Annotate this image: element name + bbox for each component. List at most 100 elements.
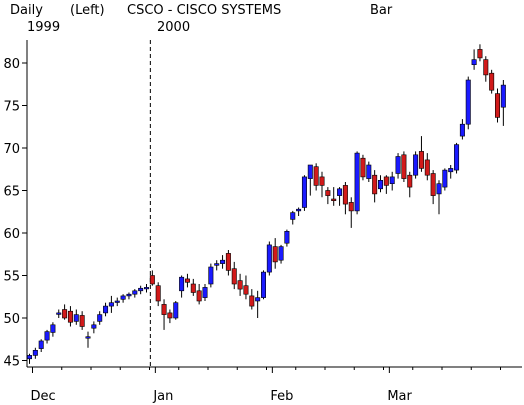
candle — [494, 88, 500, 123]
y-tick-label: 70 — [3, 142, 20, 157]
candle-body — [132, 290, 138, 295]
candle-body — [307, 164, 313, 179]
candle-body — [161, 304, 167, 315]
candle-body — [413, 154, 419, 176]
candle-body — [278, 246, 284, 261]
x-tick-label: Dec — [31, 389, 56, 404]
candle-body — [401, 154, 407, 179]
candle — [424, 153, 430, 181]
candle-body — [319, 176, 325, 186]
scale-label: (Left) — [70, 3, 105, 18]
candle-body — [471, 59, 477, 65]
candle — [220, 255, 226, 269]
period-label: Daily — [10, 3, 43, 18]
candle-body — [56, 312, 62, 315]
candle-body — [138, 287, 144, 292]
x-tick-label: Jan — [152, 389, 173, 404]
candle-body — [237, 280, 243, 290]
candle-body — [325, 190, 331, 196]
candle-body — [225, 253, 231, 271]
candle — [337, 187, 343, 206]
candle-body — [266, 244, 272, 273]
candle-body — [348, 202, 354, 212]
candle — [179, 275, 185, 298]
candle-body — [62, 309, 68, 319]
candle-body — [301, 176, 307, 208]
candle — [202, 284, 208, 301]
candle — [50, 322, 56, 337]
candle — [44, 329, 50, 344]
candle — [489, 69, 495, 94]
candle — [354, 151, 360, 215]
candle-body — [220, 259, 226, 264]
candle — [477, 44, 483, 62]
candle — [184, 273, 190, 288]
x-tick-label: Feb — [270, 389, 293, 404]
candle — [407, 171, 413, 198]
symbol-title: CSCO - CISCO SYSTEMS — [127, 3, 281, 18]
candle-body — [424, 159, 430, 176]
candle — [167, 309, 173, 324]
candle — [395, 153, 401, 179]
candle — [173, 301, 179, 320]
candle — [272, 238, 278, 269]
candle — [132, 289, 138, 298]
candle-body — [243, 285, 249, 295]
y-tick-label: 75 — [3, 100, 20, 115]
candles — [26, 44, 506, 364]
candle-body — [448, 168, 454, 173]
candle-body — [377, 180, 383, 190]
candle-body — [430, 173, 436, 196]
candle-body — [108, 302, 114, 307]
candle-body — [120, 295, 126, 300]
candle — [331, 187, 337, 206]
candle-body — [489, 72, 495, 91]
candle — [126, 292, 132, 300]
candle — [325, 187, 331, 205]
candle — [307, 164, 313, 196]
candle-body — [272, 246, 278, 263]
candle-body — [360, 157, 366, 178]
candle — [500, 80, 506, 126]
candle-body — [354, 152, 360, 212]
candle — [243, 275, 249, 300]
candle — [196, 284, 202, 305]
candle-body — [202, 287, 208, 298]
candle-body — [32, 349, 38, 356]
y-tick-label: 65 — [3, 185, 20, 200]
candle-body — [231, 268, 237, 285]
candle-body — [103, 305, 109, 314]
candle — [79, 311, 85, 330]
candle — [73, 309, 79, 325]
candle-body — [436, 183, 442, 195]
candle-body — [454, 144, 460, 171]
candle — [260, 270, 266, 300]
candle — [144, 284, 150, 293]
candle — [465, 76, 471, 130]
y-tick-label: 80 — [3, 57, 20, 72]
candle — [237, 273, 243, 296]
candle — [401, 151, 407, 182]
candle — [138, 285, 144, 295]
candle-body — [114, 300, 120, 303]
candle — [360, 154, 366, 181]
y-tick-label: 50 — [3, 312, 20, 327]
candle — [103, 302, 109, 317]
y-tick-label: 60 — [3, 227, 20, 242]
candle — [26, 353, 32, 364]
y-tick-label: 45 — [3, 355, 20, 370]
chart-style-label: Bar — [370, 3, 393, 18]
candle — [62, 304, 68, 320]
candle — [448, 165, 454, 179]
candle — [471, 49, 477, 70]
candle-body — [91, 324, 97, 329]
candle — [190, 278, 196, 296]
candle — [348, 197, 354, 228]
candle-body — [67, 310, 73, 323]
candle — [225, 250, 231, 276]
candle — [266, 241, 272, 276]
candle — [290, 210, 296, 225]
candle — [231, 261, 237, 290]
candle — [114, 297, 120, 307]
candle-body — [85, 336, 91, 339]
